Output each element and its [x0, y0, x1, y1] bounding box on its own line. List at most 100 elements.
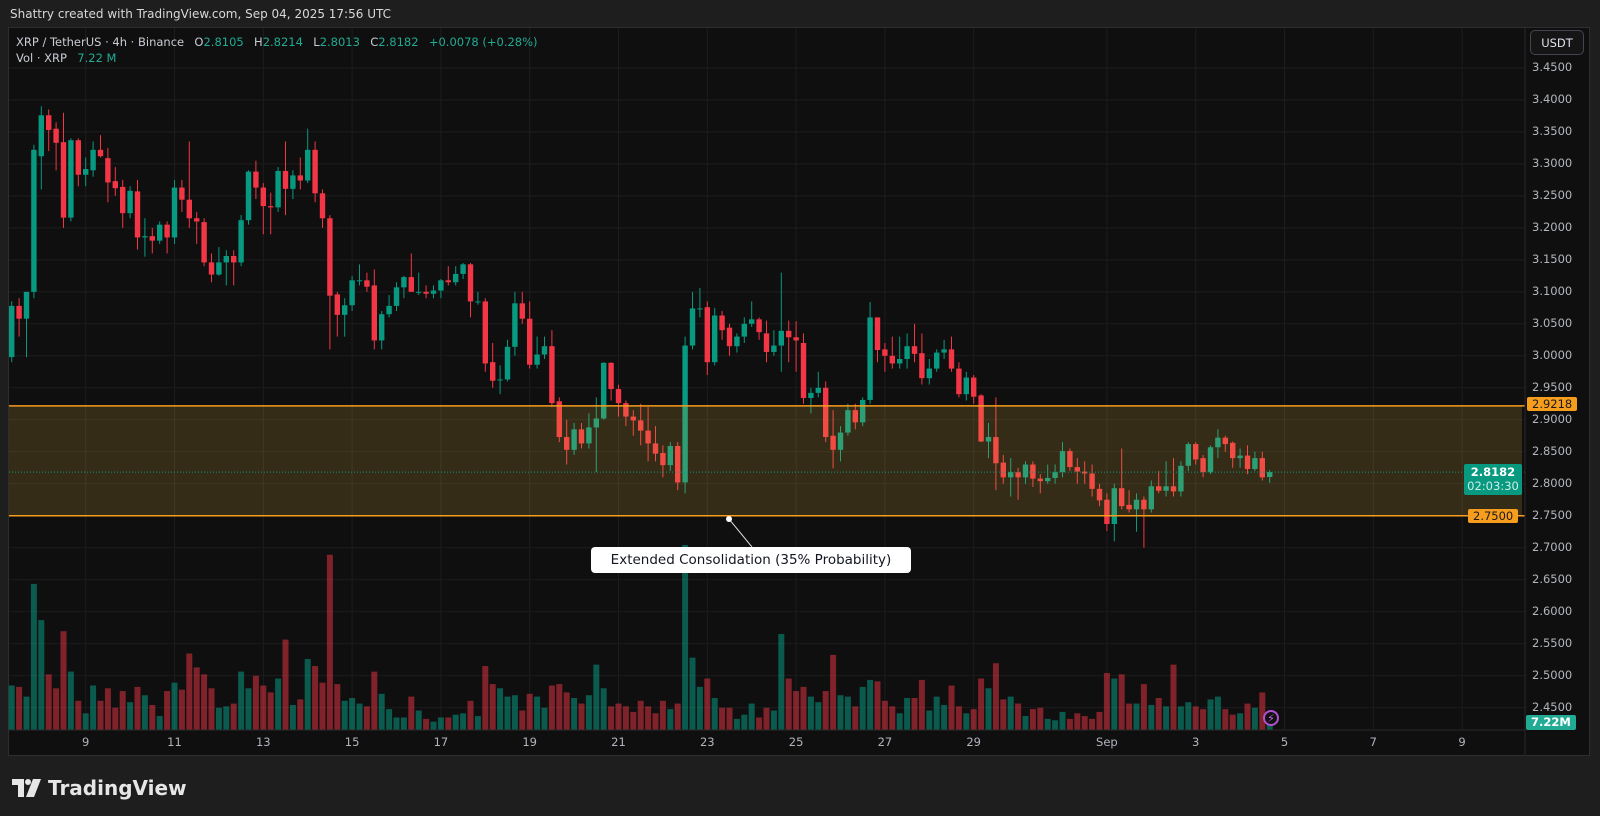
volume-bar [608, 706, 615, 730]
tradingview-logo[interactable]: TradingView [12, 776, 187, 800]
price-tick-label: 2.7500 [1532, 507, 1573, 522]
date-tick-label: 15 [344, 735, 360, 749]
candle [763, 320, 770, 363]
volume-bar [556, 684, 563, 730]
candle-body [186, 199, 192, 219]
candle-body [460, 264, 466, 274]
candle [53, 122, 59, 171]
open-label: O [194, 35, 204, 49]
volume-bar [593, 664, 600, 730]
candle [112, 167, 118, 196]
candle [475, 291, 481, 305]
candle [1030, 461, 1036, 487]
candle-body [401, 277, 407, 288]
candle [482, 298, 488, 372]
volume-bar [1096, 711, 1103, 730]
candle [1170, 458, 1177, 497]
candle-body [837, 432, 844, 450]
volume-bar [571, 698, 578, 730]
volume-bar [1200, 709, 1207, 730]
volume-bar [1170, 664, 1177, 730]
volume-bar [1022, 716, 1029, 730]
volume-bar [1222, 709, 1229, 730]
candle [904, 333, 910, 369]
candle [1178, 461, 1184, 497]
annotation-callout[interactable]: Extended Consolidation (35% Probability) [591, 547, 911, 573]
volume-bar [1259, 692, 1266, 730]
volume-bar [1133, 703, 1140, 730]
volume-bar [297, 699, 304, 730]
candle-body [83, 169, 89, 175]
candle-body [682, 345, 688, 483]
candle-body [438, 280, 444, 291]
candle-body [800, 342, 807, 399]
candle-body [1126, 504, 1132, 510]
volume-bar [1185, 702, 1192, 730]
price-tick-label: 2.4500 [1532, 699, 1573, 714]
bar-countdown: 02:03:30 [1467, 479, 1519, 493]
candle-body [1156, 486, 1162, 491]
candle [993, 397, 999, 491]
volume-bar [282, 639, 289, 730]
currency-button[interactable]: USDT [1530, 30, 1584, 55]
volume-bar [563, 692, 570, 730]
candle-body [149, 236, 155, 241]
volume-bar [763, 707, 770, 730]
zone-fill[interactable] [9, 405, 1522, 516]
volume-bar [778, 634, 785, 730]
candle [1193, 442, 1199, 465]
candle [223, 250, 229, 286]
candle [164, 221, 170, 254]
price-tick-label: 2.9000 [1532, 411, 1573, 426]
candle [1230, 441, 1236, 468]
volume-bar [1044, 718, 1051, 730]
date-tick-label: 9 [1458, 735, 1466, 749]
candle-body [630, 416, 636, 421]
volume-bar [1074, 713, 1081, 730]
date-tick-label: 19 [522, 735, 538, 749]
candle-body [23, 291, 30, 319]
candle [23, 291, 30, 358]
candle [504, 339, 511, 382]
high-label: H [254, 35, 263, 49]
candle-body [712, 315, 718, 363]
volume-bar [90, 685, 97, 730]
candle-body [675, 445, 681, 483]
chart-frame[interactable] [8, 27, 1590, 756]
volume-bar [186, 653, 193, 730]
candle-body [852, 410, 858, 423]
candle-body [9, 305, 15, 358]
candle-body [379, 314, 385, 341]
volume-bar [985, 688, 992, 730]
candle-body [38, 115, 44, 157]
candle-body [689, 308, 696, 346]
candle [719, 311, 725, 340]
candle [371, 269, 377, 350]
volume-bar [1059, 711, 1066, 730]
candle-body [364, 280, 370, 287]
volume-bar [393, 717, 400, 730]
volume-bar [386, 709, 393, 730]
candle-body [726, 327, 733, 347]
lightning-icon[interactable]: ⚡ [1263, 710, 1279, 726]
candle-body [771, 345, 777, 352]
volume-bar [970, 709, 977, 730]
candle [527, 301, 533, 369]
volume-bar [82, 713, 89, 730]
candle-body [1237, 455, 1243, 459]
candle-body [645, 430, 651, 444]
candle [793, 321, 799, 372]
volume-bar [141, 695, 148, 730]
candle-body [638, 420, 644, 431]
candle-body [1170, 486, 1177, 492]
candle [31, 144, 37, 299]
volume-bar [911, 698, 918, 730]
candle [438, 279, 444, 299]
volume-bar [53, 688, 60, 730]
candle [963, 371, 969, 401]
candle [1119, 448, 1125, 510]
candle [519, 291, 525, 324]
candle-body [393, 287, 400, 306]
candle-body [120, 186, 126, 214]
